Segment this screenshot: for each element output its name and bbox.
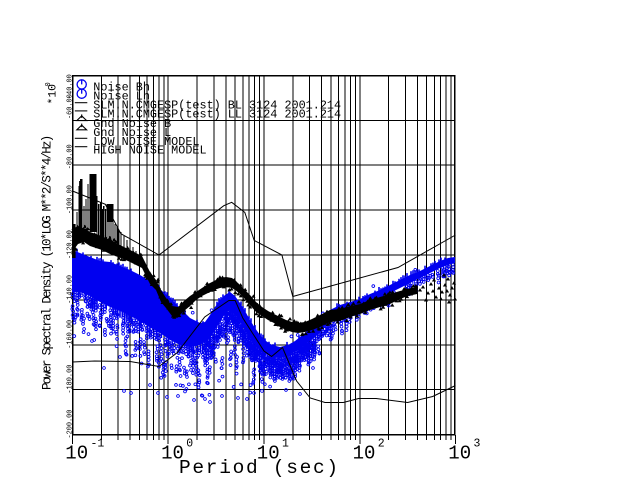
svg-text:Period (sec): Period (sec) <box>179 457 340 479</box>
svg-text:10: 10 <box>353 443 376 465</box>
svg-text:Gnd Noise L: Gnd Noise L <box>93 126 171 140</box>
svg-text:2: 2 <box>378 438 385 451</box>
svg-text:0: 0 <box>186 438 193 451</box>
svg-text:-180.00: -180.00 <box>66 365 74 394</box>
svg-text:Gnd Noise B: Gnd Noise B <box>93 117 171 131</box>
svg-text:1: 1 <box>282 438 289 451</box>
svg-text:-140.00: -140.00 <box>66 275 74 304</box>
svg-text:*10: *10 <box>48 84 60 105</box>
svg-text:SLM.N.CMGESP(test) LL 3124 200: SLM.N.CMGESP(test) LL 3124 2001.214 <box>93 107 341 121</box>
svg-text:-200.00: -200.00 <box>66 410 74 439</box>
svg-text:0: 0 <box>45 82 53 86</box>
svg-text:-60.00: -60.00 <box>66 94 74 119</box>
svg-text:HIGH NOISE MODEL: HIGH NOISE MODEL <box>93 144 206 158</box>
svg-text:-40.00: -40.00 <box>66 74 74 99</box>
svg-text:LOW NOISE MODEL: LOW NOISE MODEL <box>93 135 199 149</box>
svg-text:Power Spectral Density (10*LOG: Power Spectral Density (10*LOG M**2/S**4… <box>41 136 55 390</box>
svg-text:-160.00: -160.00 <box>66 320 74 349</box>
svg-text:-80.00: -80.00 <box>66 144 74 169</box>
svg-text:3: 3 <box>474 438 481 451</box>
svg-text:10: 10 <box>161 443 184 465</box>
svg-text:-1: -1 <box>91 438 105 451</box>
svg-text:10: 10 <box>65 443 88 465</box>
svg-text:SLM.N.CMGESP(test) BL 3124 200: SLM.N.CMGESP(test) BL 3124 2001.214 <box>93 98 341 112</box>
svg-text:Noise Lh: Noise Lh <box>93 89 150 103</box>
svg-text:-100.00: -100.00 <box>66 185 74 214</box>
svg-text:10: 10 <box>257 443 280 465</box>
svg-text:10: 10 <box>448 443 471 465</box>
svg-text:Noise Bh: Noise Bh <box>93 80 150 94</box>
svg-text:-120.00: -120.00 <box>66 230 74 259</box>
